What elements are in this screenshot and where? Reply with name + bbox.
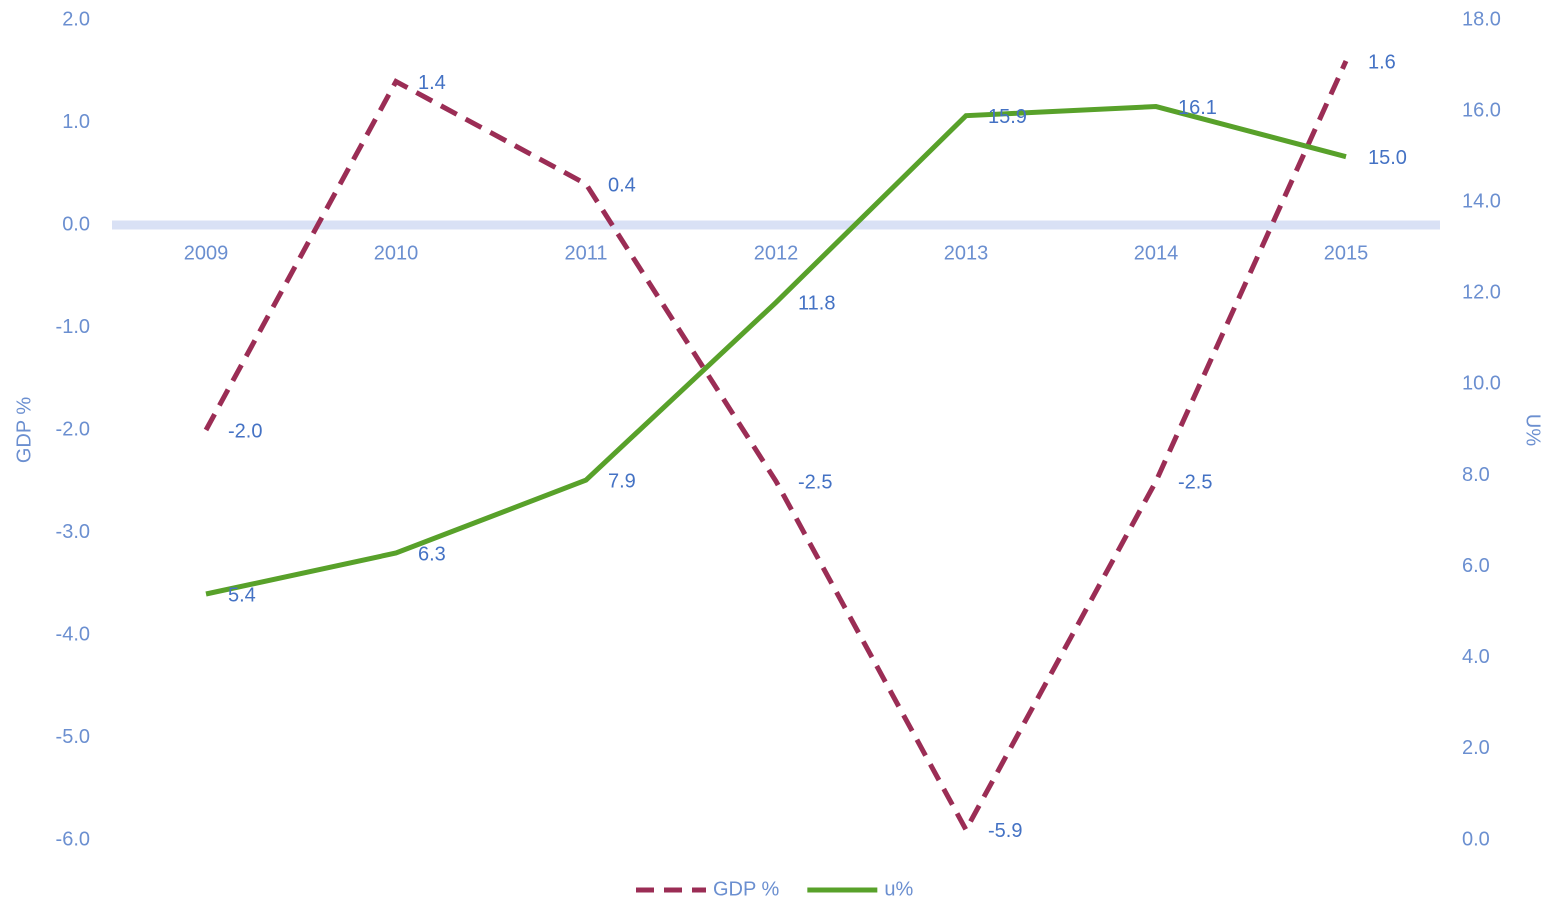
y-tick-label: -6.0 <box>56 828 90 850</box>
series-line <box>203 59 1349 835</box>
legend-label: u% <box>884 878 913 900</box>
data-label: 1.4 <box>418 72 446 94</box>
data-label: 15.9 <box>988 106 1027 128</box>
data-label: -5.9 <box>988 820 1022 842</box>
data-label: 11.8 <box>798 293 835 315</box>
y-tick-label: 0.0 <box>62 213 90 235</box>
y2-tick-label: 8.0 <box>1462 464 1490 486</box>
y2-tick-label: 10.0 <box>1462 373 1501 395</box>
y2-tick-label: 0.0 <box>1462 828 1490 850</box>
x-tick-label: 2009 <box>184 242 229 264</box>
y-tick-label: 2.0 <box>62 8 90 30</box>
y2-tick-label: 2.0 <box>1462 737 1490 759</box>
data-label: 16.1 <box>1178 97 1217 119</box>
x-tick-label: 2012 <box>754 242 799 264</box>
y2-tick-label: 12.0 <box>1462 282 1501 304</box>
x-tick-label: 2013 <box>944 242 989 264</box>
x-tick-label: 2015 <box>1324 242 1369 264</box>
data-label: 15.0 <box>1368 147 1407 169</box>
y2-tick-label: 6.0 <box>1462 555 1490 577</box>
series-line <box>205 104 1347 597</box>
y-tick-label: -5.0 <box>56 726 90 748</box>
data-label: 1.6 <box>1368 51 1396 73</box>
x-tick-label: 2010 <box>374 242 419 264</box>
x-tick-label: 2011 <box>564 242 607 264</box>
y2-tick-label: 18.0 <box>1462 8 1501 30</box>
data-label: 7.9 <box>608 470 636 492</box>
data-label: -2.5 <box>798 472 832 494</box>
data-label: -2.0 <box>228 420 262 442</box>
y-axis-title: GDP % <box>13 397 35 464</box>
y2-axis-title: U% <box>1522 414 1544 446</box>
legend-label: GDP % <box>713 878 780 900</box>
y-tick-label: -2.0 <box>56 418 90 440</box>
y2-tick-label: 14.0 <box>1462 191 1501 213</box>
y2-tick-label: 4.0 <box>1462 646 1490 668</box>
data-label: 6.3 <box>418 543 446 565</box>
y-tick-label: -1.0 <box>56 316 90 338</box>
data-label: -2.5 <box>1178 472 1212 494</box>
data-label: 0.4 <box>608 174 636 196</box>
y2-tick-label: 16.0 <box>1462 99 1501 121</box>
y-tick-label: -3.0 <box>56 521 90 543</box>
y-tick-label: 1.0 <box>62 111 90 133</box>
x-tick-label: 2014 <box>1134 242 1179 264</box>
y-tick-label: -4.0 <box>56 623 90 645</box>
data-label: 5.4 <box>228 584 256 606</box>
